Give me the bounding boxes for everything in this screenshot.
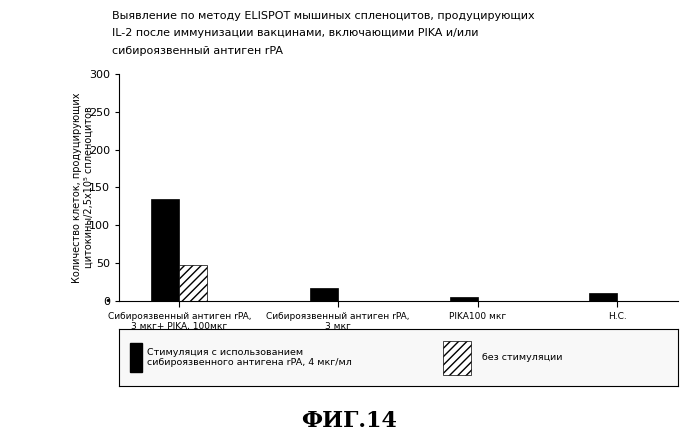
- Bar: [589, 293, 617, 301]
- Bar: [152, 199, 180, 301]
- Text: IL-2 после иммунизации вакцинами, включающими PIKA и/или: IL-2 после иммунизации вакцинами, включа…: [112, 28, 478, 38]
- Bar: [180, 266, 208, 301]
- Text: Стимуляция с использованием
сибироязвенного антигена rPA, 4 мкг/мл: Стимуляция с использованием сибироязвенн…: [147, 348, 352, 367]
- Bar: [310, 288, 338, 301]
- Y-axis label: Количество клеток, продуцирующих
цитокины/2,5x10⁵ спленоцитов: Количество клеток, продуцирующих цитокин…: [72, 92, 94, 283]
- Bar: [449, 297, 477, 301]
- Text: •: •: [104, 296, 111, 306]
- Text: Выявление по методу ELISPOT мышиных спленоцитов, продуцирующих: Выявление по методу ELISPOT мышиных спле…: [112, 11, 535, 21]
- Text: ФИГ.14: ФИГ.14: [301, 410, 398, 432]
- Text: без стимуляции: без стимуляции: [482, 353, 563, 362]
- Bar: [130, 344, 142, 371]
- Bar: [443, 341, 471, 375]
- Text: сибироязвенный антиген rPA: сибироязвенный антиген rPA: [112, 46, 283, 56]
